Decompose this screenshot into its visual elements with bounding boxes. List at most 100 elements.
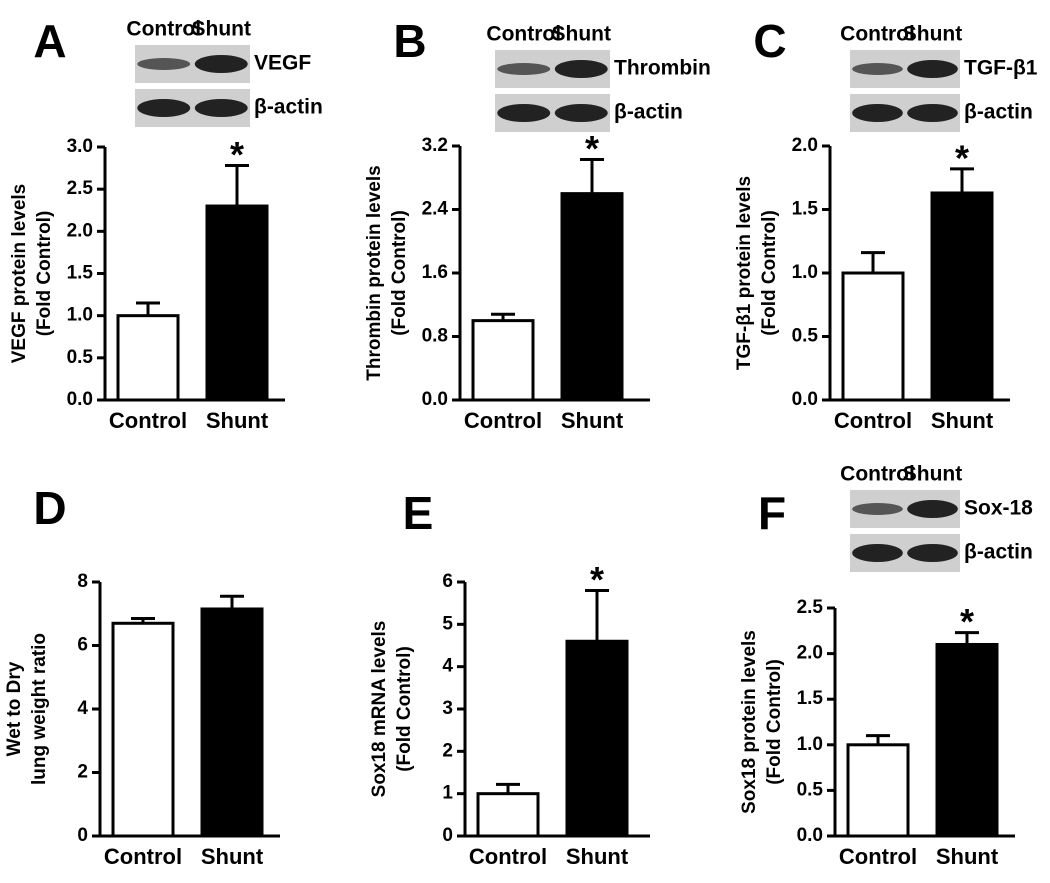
y-axis-label: Sox18 protein levels [739,630,760,814]
y-axis-label: Sox18 mRNA levels [369,621,390,798]
bar [841,271,905,402]
bar [200,607,264,838]
bar [111,621,175,838]
y-tick-label: 0.0 [67,389,93,410]
blot-row-label: Sox-18 [964,497,1033,520]
y-tick-label: 6 [77,635,88,656]
bar [846,743,910,838]
x-tick-label: Shunt [201,844,264,869]
x-tick-label: Control [464,408,542,433]
bar [560,192,624,402]
x-tick-label: Shunt [936,844,999,869]
y-tick-label: 8 [77,571,88,592]
bar [930,191,994,402]
blot-band [554,104,608,122]
blot-band [497,63,551,75]
y-tick-label: 2.5 [797,597,824,618]
panel-letter: F [758,487,786,539]
blot-band [907,60,958,78]
y-tick-label: 1.0 [797,734,823,755]
y-axis-label: (Fold Control) [764,659,785,785]
y-axis-label: (Fold Control) [394,646,415,772]
y-tick-label: 5 [442,613,453,634]
panel-letter: A [33,15,66,67]
y-axis-label: (Fold Control) [389,210,410,336]
y-axis-label: lung weight ratio [29,633,50,785]
panel-letter: C [753,15,786,67]
x-tick-label: Control [104,844,182,869]
y-tick-label: 1.0 [67,305,93,326]
blot-band [852,544,903,562]
y-tick-label: 0.5 [67,347,94,368]
blot-row-label: β-actin [254,96,323,119]
y-tick-label: 1.5 [792,199,819,220]
x-tick-label: Control [834,408,912,433]
x-tick-label: Shunt [931,408,994,433]
blot-band [852,63,903,75]
blot-band [194,99,248,117]
y-axis-label: (Fold Control) [759,210,780,336]
bar [205,204,269,402]
blot-row-label: β-actin [964,541,1033,564]
significance-marker: * [955,137,969,178]
blot-row-label: VEGF [254,52,311,75]
y-axis-label: TGF-β1 protein levels [734,176,755,370]
bar [476,792,540,838]
y-tick-label: 2.0 [67,220,93,241]
blot-band [907,104,958,122]
x-tick-label: Control [469,844,547,869]
y-axis-label: VEGF protein levels [9,184,30,364]
blot-lane-label: Control [840,463,915,486]
y-tick-label: 1.5 [67,263,94,284]
bar [471,319,535,402]
y-tick-label: 1.6 [422,262,448,283]
panel-letter: D [33,482,66,534]
y-tick-label: 0.0 [422,389,448,410]
significance-marker: * [230,134,244,175]
bar [565,639,629,838]
x-tick-label: Shunt [566,844,629,869]
y-axis-label: Thrombin protein levels [364,165,385,380]
y-tick-label: 6 [442,571,453,592]
x-tick-label: Control [109,408,187,433]
panel-letter: E [403,487,434,539]
blot-band [137,99,191,117]
y-tick-label: 0.0 [792,389,818,410]
blot-row-label: TGF-β1 [964,57,1038,80]
blot-band [907,500,958,518]
y-tick-label: 2.4 [422,199,449,220]
y-tick-label: 0.5 [792,326,819,347]
panel-letter: B [393,15,426,67]
significance-marker: * [960,601,974,642]
y-tick-label: 0.5 [797,779,824,800]
blot-lane-label: Shunt [552,23,611,46]
y-tick-label: 0 [442,825,453,846]
y-axis-label: Wet to Dry [4,661,25,756]
y-tick-label: 1.0 [792,262,818,283]
x-tick-label: Shunt [561,408,624,433]
y-tick-label: 4 [442,656,453,677]
significance-marker: * [585,128,599,169]
y-tick-label: 3 [442,698,453,719]
blot-lane-label: Shunt [903,23,962,46]
blot-lane-label: Shunt [903,463,962,486]
blot-lane-label: Control [840,23,915,46]
blot-row-label: Thrombin [614,57,711,80]
blot-row-label: β-actin [964,101,1033,124]
x-tick-label: Control [839,844,917,869]
blot-band [852,104,903,122]
blot-band [497,104,551,122]
significance-marker: * [590,559,604,600]
y-tick-label: 1.5 [797,688,824,709]
y-tick-label: 3.2 [422,135,448,156]
y-tick-label: 2.0 [797,643,823,664]
y-tick-label: 2.5 [67,178,94,199]
y-tick-label: 4 [77,698,88,719]
y-tick-label: 1 [442,783,453,804]
blot-band [907,544,958,562]
y-axis-label: (Fold Control) [34,211,55,337]
y-tick-label: 0.8 [422,326,448,347]
blot-lane-label: Control [486,23,561,46]
y-tick-label: 0 [77,825,88,846]
